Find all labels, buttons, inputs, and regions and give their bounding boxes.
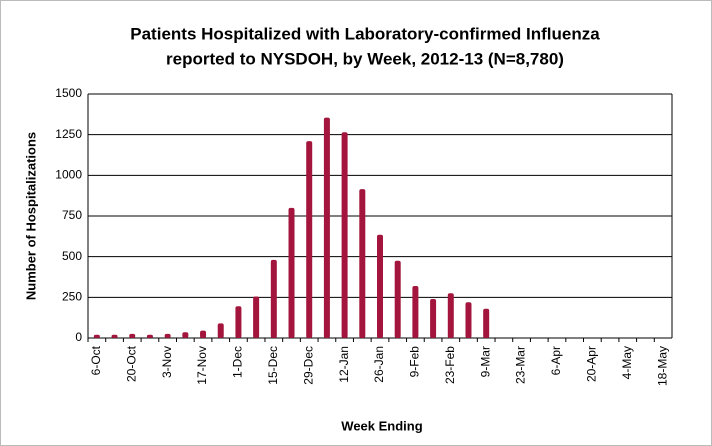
x-tick-label: 6-Oct [89,345,103,375]
y-tick-label: 500 [62,249,82,263]
bar [146,334,153,338]
bar [111,334,118,338]
x-tick-label: 4-May [620,346,634,379]
x-tick-label: 12-Jan [337,346,351,383]
x-tick-label: 26-Jan [372,346,386,383]
bar [129,333,136,338]
x-tick-label: 9-Mar [478,346,492,377]
x-tick-label: 9-Feb [408,346,422,378]
x-tick-label: 18-May [655,346,669,386]
x-tick-label: 15-Dec [266,346,280,385]
bar [306,141,313,338]
y-tick-label: 0 [75,330,82,344]
y-tick-label: 750 [62,208,82,222]
x-tick-label: 23-Mar [514,346,528,384]
bar [164,333,171,338]
y-tick-label: 250 [62,290,82,304]
bar [394,260,401,338]
bar [323,117,330,338]
x-tick-label: 29-Dec [301,346,315,385]
bar [377,234,383,338]
bar [465,302,472,338]
chart-subtitle: reported to NYSDOH, by Week, 2012-13 (N=… [166,49,564,68]
bar [217,323,224,338]
y-tick-label: 1000 [55,168,82,182]
y-tick-label: 1500 [55,86,82,100]
x-tick-label: 23-Feb [443,346,457,384]
y-tick-label: 1250 [55,127,82,141]
bar [341,132,348,338]
x-tick-label: 3-Nov [160,346,174,378]
bar [359,189,366,338]
y-axis-title: Number of Hospitalizations [23,132,38,300]
bar [235,306,242,338]
bar [430,298,437,338]
x-tick-label: 20-Oct [124,345,138,382]
bar [200,330,207,338]
bar [483,308,490,338]
x-axis-title: Week Ending [341,418,422,433]
bar [182,332,189,338]
x-tick-label: 20-Apr [585,346,599,382]
chart-title: Patients Hospitalized with Laboratory-co… [130,24,600,43]
x-tick-label: 6-Apr [549,346,563,375]
bar [447,293,454,338]
bar [270,259,277,338]
x-tick-label: 1-Dec [231,346,245,378]
bar [93,334,100,338]
bar [412,285,419,338]
bar [253,296,260,338]
x-tick-label: 17-Nov [195,346,209,385]
bar [288,207,295,338]
